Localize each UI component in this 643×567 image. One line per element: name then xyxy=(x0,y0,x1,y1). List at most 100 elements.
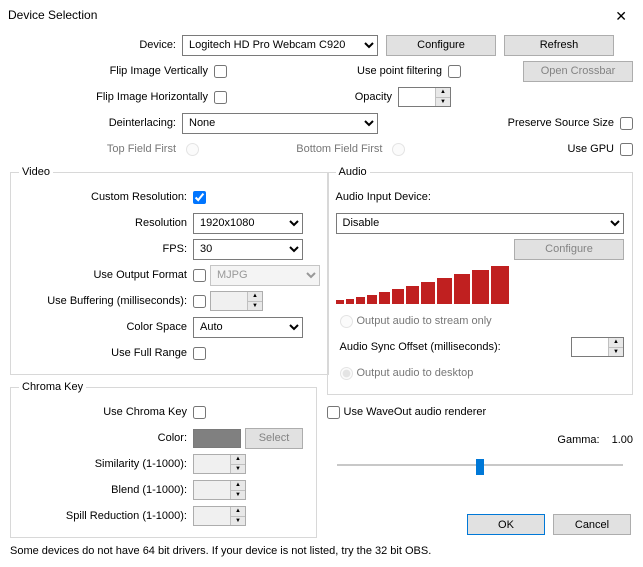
refresh-button[interactable]: Refresh xyxy=(504,35,614,56)
gamma-slider[interactable] xyxy=(337,455,624,475)
audio-bar xyxy=(356,297,365,304)
video-fieldset: Video Custom Resolution: Resolution1920x… xyxy=(10,166,329,375)
fps-label: FPS: xyxy=(19,243,193,255)
use-chroma-checkbox[interactable] xyxy=(193,406,206,419)
flip-v-label: Flip Image Vertically xyxy=(10,65,214,77)
output-fmt-label: Use Output Format xyxy=(19,269,193,281)
custom-res-label: Custom Resolution: xyxy=(19,191,193,203)
deinterlace-select[interactable]: None xyxy=(182,113,378,134)
audio-bar xyxy=(392,289,404,304)
color-space-label: Color Space xyxy=(19,321,193,333)
color-space-select[interactable]: Auto xyxy=(193,317,303,338)
ok-button[interactable]: OK xyxy=(467,514,545,535)
audio-configure-button[interactable]: Configure xyxy=(514,239,624,260)
spill-spinner[interactable]: 1▲▼ xyxy=(193,506,246,526)
up-icon[interactable]: ▲ xyxy=(231,455,245,465)
resolution-select[interactable]: 1920x1080 xyxy=(193,213,303,234)
buffering-spinner[interactable]: 3000▲▼ xyxy=(210,291,263,311)
chroma-legend: Chroma Key xyxy=(19,381,86,393)
sim-input[interactable]: 450 xyxy=(194,455,230,473)
opacity-spinner[interactable]: 100▲▼ xyxy=(398,87,451,107)
stream-only-label: Output audio to stream only xyxy=(357,315,492,327)
sim-spinner[interactable]: 450▲▼ xyxy=(193,454,246,474)
flip-h-checkbox[interactable] xyxy=(214,91,227,104)
spill-input[interactable]: 1 xyxy=(194,507,230,525)
buffering-checkbox[interactable] xyxy=(193,295,206,308)
chroma-color-label: Color: xyxy=(19,432,193,444)
blend-input[interactable]: 45 xyxy=(194,481,230,499)
window-title: Device Selection xyxy=(8,8,97,22)
down-icon[interactable]: ▼ xyxy=(609,348,623,357)
use-chroma-label: Use Chroma Key xyxy=(19,406,193,418)
point-filter-label: Use point filtering xyxy=(227,65,448,77)
point-filter-checkbox[interactable] xyxy=(448,65,461,78)
bottom-field-label: Bottom Field First xyxy=(296,143,388,155)
preserve-label: Preserve Source Size xyxy=(508,117,620,129)
chroma-select-button[interactable]: Select xyxy=(245,428,303,449)
bottom-field-radio[interactable] xyxy=(392,143,405,156)
audio-input-label: Audio Input Device: xyxy=(336,191,431,203)
audio-bar xyxy=(406,286,419,304)
deinterlace-label: Deinterlacing: xyxy=(10,117,182,129)
full-range-checkbox[interactable] xyxy=(193,347,206,360)
sync-spinner[interactable]: 0▲▼ xyxy=(571,337,624,357)
desktop-radio[interactable] xyxy=(340,367,353,380)
audio-bar xyxy=(472,270,489,304)
audio-bar xyxy=(379,292,390,304)
use-gpu-checkbox[interactable] xyxy=(620,143,633,156)
device-label: Device: xyxy=(10,39,182,51)
sim-label: Similarity (1-1000): xyxy=(19,458,193,470)
chroma-color-swatch[interactable] xyxy=(193,429,241,448)
up-icon[interactable]: ▲ xyxy=(231,481,245,491)
gamma-value: 1.00 xyxy=(612,434,633,446)
video-legend: Video xyxy=(19,166,53,178)
chroma-fieldset: Chroma Key Use Chroma Key Color: Select S… xyxy=(10,381,317,538)
down-icon[interactable]: ▼ xyxy=(231,491,245,500)
slider-thumb[interactable] xyxy=(476,459,484,475)
cancel-button[interactable]: Cancel xyxy=(553,514,631,535)
buffering-input[interactable]: 3000 xyxy=(211,292,247,310)
up-icon[interactable]: ▲ xyxy=(248,292,262,302)
titlebar: Device Selection ✕ xyxy=(0,0,643,30)
desktop-label: Output audio to desktop xyxy=(357,367,474,379)
preserve-checkbox[interactable] xyxy=(620,117,633,130)
audio-input-select[interactable]: Disable xyxy=(336,213,625,234)
up-icon[interactable]: ▲ xyxy=(436,88,450,98)
audio-bar xyxy=(421,282,435,304)
configure-button[interactable]: Configure xyxy=(386,35,496,56)
audio-fieldset: Audio Audio Input Device: Disable Config… xyxy=(327,166,634,395)
waveout-checkbox[interactable] xyxy=(327,406,340,419)
down-icon[interactable]: ▼ xyxy=(231,517,245,526)
blend-label: Blend (1-1000): xyxy=(19,484,193,496)
blend-spinner[interactable]: 45▲▼ xyxy=(193,480,246,500)
up-icon[interactable]: ▲ xyxy=(231,507,245,517)
sync-input[interactable]: 0 xyxy=(572,338,608,356)
fps-select[interactable]: 30 xyxy=(193,239,303,260)
open-crossbar-button[interactable]: Open Crossbar xyxy=(523,61,633,82)
audio-bar xyxy=(454,274,470,304)
opacity-input[interactable]: 100 xyxy=(399,88,435,106)
audio-bar xyxy=(336,300,344,304)
buffering-label: Use Buffering (milliseconds): xyxy=(19,295,193,307)
gamma-label: Gamma: xyxy=(557,434,599,446)
audio-bar xyxy=(346,299,354,304)
top-field-radio[interactable] xyxy=(186,143,199,156)
output-fmt-checkbox[interactable] xyxy=(193,269,206,282)
top-field-label: Top Field First xyxy=(10,143,182,155)
down-icon[interactable]: ▼ xyxy=(248,302,262,311)
stream-only-radio[interactable] xyxy=(340,315,353,328)
audio-bar xyxy=(367,295,377,304)
footer-note: Some devices do not have 64 bit drivers.… xyxy=(10,545,431,557)
down-icon[interactable]: ▼ xyxy=(436,98,450,107)
full-range-label: Use Full Range xyxy=(19,347,193,359)
device-select[interactable]: Logitech HD Pro Webcam C920 xyxy=(182,35,378,56)
down-icon[interactable]: ▼ xyxy=(231,465,245,474)
spill-label: Spill Reduction (1-1000): xyxy=(19,510,193,522)
use-gpu-label: Use GPU xyxy=(568,143,620,155)
custom-res-checkbox[interactable] xyxy=(193,191,206,204)
close-button[interactable]: ✕ xyxy=(607,6,635,27)
output-fmt-select[interactable]: MJPG xyxy=(210,265,320,286)
up-icon[interactable]: ▲ xyxy=(609,338,623,348)
flip-v-checkbox[interactable] xyxy=(214,65,227,78)
flip-h-label: Flip Image Horizontally xyxy=(10,91,214,103)
